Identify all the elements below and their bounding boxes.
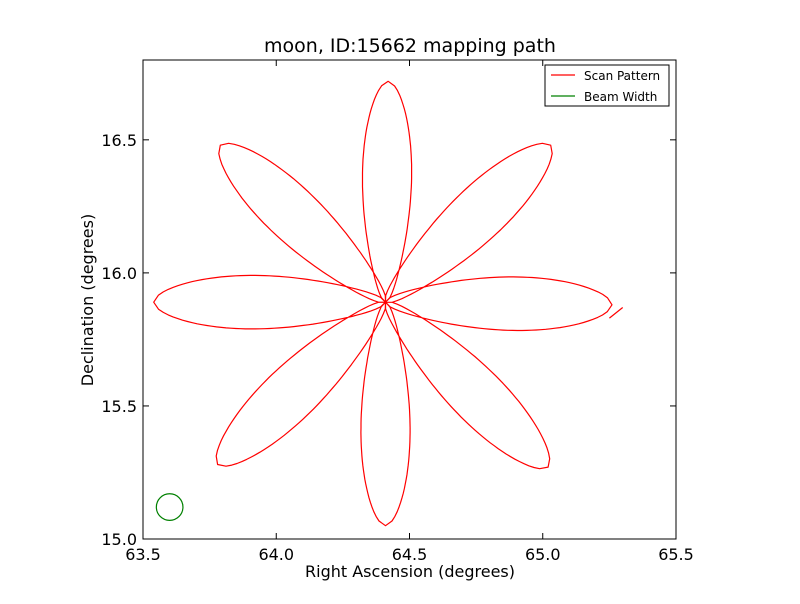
- y-tick-label: 16.5: [101, 131, 137, 150]
- scan-pattern-line: [153, 80, 624, 527]
- plot-area: [142, 59, 677, 540]
- legend-box: [544, 64, 670, 107]
- y-tick-label: 16.0: [101, 264, 137, 283]
- y-tick-label: 15.5: [101, 397, 137, 416]
- x-tick-label: 64.5: [392, 545, 428, 564]
- y-axis-ticks: 15.0 15.5 16.0 16.5: [101, 131, 676, 549]
- x-tick-label: 63.5: [125, 545, 161, 564]
- x-tick-label: 65.0: [525, 545, 561, 564]
- legend: Scan Pattern Beam Width: [544, 64, 670, 107]
- legend-label-beam-width: Beam Width: [584, 90, 657, 104]
- chart-title: moon, ID:15662 mapping path: [264, 35, 556, 57]
- series-layer: [153, 80, 624, 527]
- beam-width-circle: [155, 493, 184, 521]
- y-tick-label: 15.0: [101, 530, 137, 549]
- legend-label-scan-pattern: Scan Pattern: [584, 69, 660, 83]
- x-tick-label: 65.5: [658, 545, 694, 564]
- x-axis-ticks: 63.5 64.0 64.5 65.0 65.5: [125, 60, 694, 564]
- x-axis-title: Right Ascension (degrees): [305, 562, 515, 581]
- y-axis-title: Declination (degrees): [78, 214, 97, 386]
- x-tick-label: 64.0: [258, 545, 294, 564]
